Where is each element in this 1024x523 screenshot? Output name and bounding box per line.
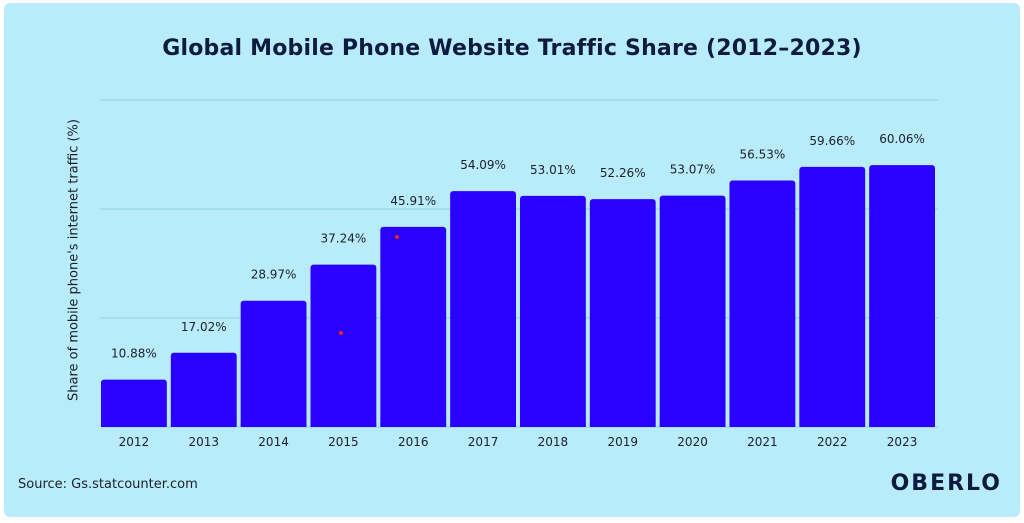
bar-base-2014 — [240, 423, 307, 427]
x-tick-label: 2015 — [328, 435, 359, 449]
bar-base-2022 — [799, 423, 866, 427]
oberlo-logo: OBERLO — [890, 471, 1002, 496]
red-dot-marker — [339, 331, 343, 335]
bar-2014 — [240, 300, 307, 427]
x-tick-label: 2018 — [538, 435, 569, 449]
x-tick-label: 2017 — [468, 435, 499, 449]
bar-2016 — [380, 226, 447, 427]
bar-base-2021 — [729, 423, 796, 427]
data-label: 45.91% — [390, 194, 436, 208]
x-tick-label: 2014 — [258, 435, 289, 449]
bar-base-2015 — [310, 423, 377, 427]
bar-2019 — [589, 199, 656, 427]
bar-2012 — [101, 379, 167, 427]
bar-base-2023 — [869, 423, 935, 427]
bar-base-2019 — [589, 423, 656, 427]
data-label: 60.06% — [879, 132, 925, 146]
bar-2013 — [170, 352, 237, 427]
data-label: 10.88% — [111, 347, 157, 361]
bar-2015 — [310, 264, 377, 427]
bar-base-2017 — [450, 423, 516, 427]
bar-base-2018 — [520, 423, 586, 427]
x-tick-label: 2021 — [747, 435, 778, 449]
bar-2018 — [520, 195, 586, 427]
red-dot-marker — [395, 235, 399, 239]
data-label: 53.07% — [670, 163, 716, 177]
x-tick-label: 2020 — [677, 435, 708, 449]
data-label: 59.66% — [809, 134, 855, 148]
bar-base-2013 — [170, 423, 237, 427]
data-label: 17.02% — [181, 320, 227, 334]
chart-title: Global Mobile Phone Website Traffic Shar… — [162, 36, 862, 61]
data-label: 37.24% — [321, 232, 367, 246]
data-label: 28.97% — [251, 268, 297, 282]
x-tick-label: 2023 — [887, 435, 918, 449]
x-tick-label: 2013 — [188, 435, 219, 449]
x-tick-label: 2022 — [817, 435, 848, 449]
data-label: 52.26% — [600, 166, 646, 180]
bar-base-2016 — [380, 423, 447, 427]
bar-base-2020 — [659, 423, 726, 427]
x-tick-label: 2016 — [398, 435, 429, 449]
source-note: Source: Gs.statcounter.com — [18, 477, 198, 492]
bar-2022 — [799, 166, 866, 428]
bar-base-2012 — [101, 423, 167, 427]
data-label: 53.01% — [530, 163, 576, 177]
y-axis-label: Share of mobile phone's internet traffic… — [66, 119, 82, 401]
x-tick-label: 2019 — [607, 435, 638, 449]
x-tick-label: 2012 — [119, 435, 150, 449]
data-label: 56.53% — [740, 148, 786, 162]
bar-2023 — [869, 165, 935, 427]
data-label: 54.09% — [460, 158, 506, 172]
bar-2017 — [450, 191, 516, 427]
bar-2021 — [729, 180, 796, 427]
bar-2020 — [659, 195, 726, 427]
